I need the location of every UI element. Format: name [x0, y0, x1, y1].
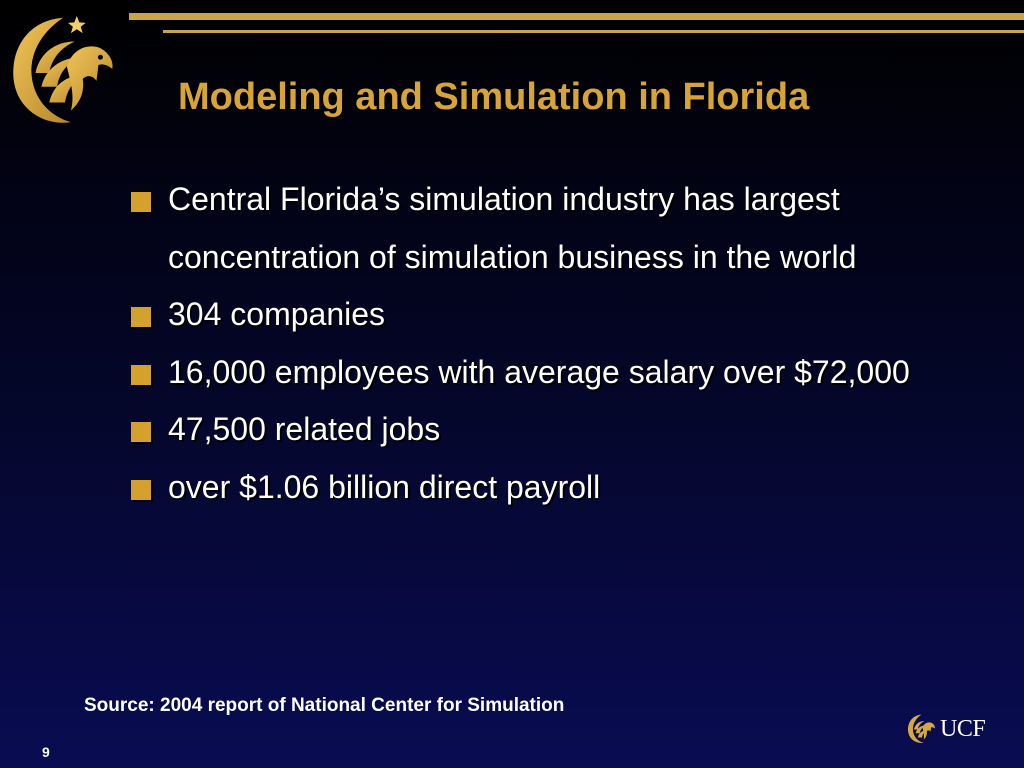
square-bullet-icon [131, 192, 151, 212]
square-bullet-icon [131, 364, 151, 385]
footer-logo: UCF [906, 713, 998, 745]
source-citation: Source: 2004 report of National Center f… [84, 695, 565, 716]
top-rule-thin [163, 30, 1024, 33]
bullet-item: 47,500 related jobs [131, 401, 931, 459]
slide-title: Modeling and Simulation in Florida [178, 76, 810, 118]
bullet-text: Central Florida’s simulation industry ha… [168, 181, 857, 275]
ucf-wordmark: UCF [940, 716, 986, 742]
ucf-pegasus-logo-icon [13, 15, 113, 123]
bullet-item: over $1.06 billion direct payroll [131, 459, 931, 517]
square-bullet-icon [131, 422, 151, 442]
bullet-text: 16,000 employees with average salary ove… [168, 353, 910, 390]
bullet-item: Central Florida’s simulation industry ha… [131, 171, 931, 286]
ucf-pegasus-small-icon [907, 714, 935, 744]
square-bullet-icon [131, 479, 151, 500]
page-number: 9 [42, 744, 50, 760]
square-bullet-icon [131, 307, 151, 327]
bullet-item: 304 companies [131, 286, 931, 344]
top-rule-thick [129, 13, 1024, 20]
bullet-item: 16,000 employees with average salary ove… [131, 344, 931, 402]
bullet-text: over $1.06 billion direct payroll [168, 468, 601, 505]
bullet-text: 47,500 related jobs [168, 411, 441, 447]
bullet-list: Central Florida’s simulation industry ha… [131, 171, 931, 516]
bullet-text: 304 companies [168, 296, 386, 332]
